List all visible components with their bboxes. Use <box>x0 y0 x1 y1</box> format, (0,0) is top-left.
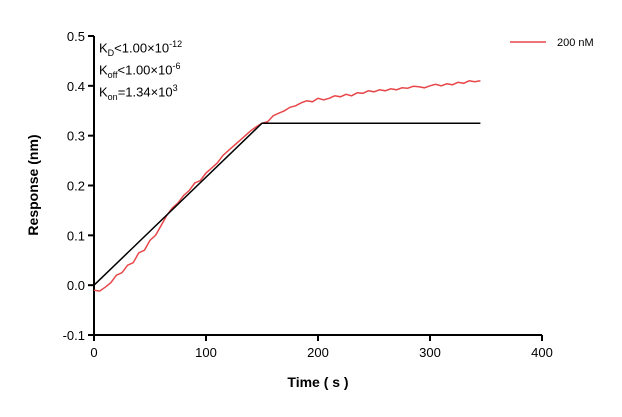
x-axis-label: Time ( s ) <box>287 374 348 390</box>
y-tick-label: 0.4 <box>67 79 85 94</box>
x-tick-label: 100 <box>195 345 217 360</box>
legend-label: 200 nM <box>557 37 594 49</box>
y-tick-label: 0.1 <box>67 228 85 243</box>
y-tick-label: 0.5 <box>67 29 85 44</box>
x-tick-label: 400 <box>531 345 553 360</box>
kon-annotation: Kon=1.34×103 <box>99 83 178 102</box>
y-tick-label: -0.1 <box>63 328 85 343</box>
fit-line <box>93 122 481 286</box>
y-axis-label: Response (nm) <box>25 134 41 235</box>
series-200nm-line <box>93 80 481 292</box>
y-tick-label: 0.2 <box>67 179 85 194</box>
y-tick-label: 0.3 <box>67 129 85 144</box>
x-tick-label: 300 <box>419 345 441 360</box>
koff-annotation: Koff<1.00×10-6 <box>99 61 181 80</box>
x-tick-label: 200 <box>307 345 329 360</box>
kd-annotation: KD<1.00×10-12 <box>99 39 183 58</box>
y-tick-label: 0.0 <box>67 278 85 293</box>
x-tick-label: 0 <box>90 345 97 360</box>
